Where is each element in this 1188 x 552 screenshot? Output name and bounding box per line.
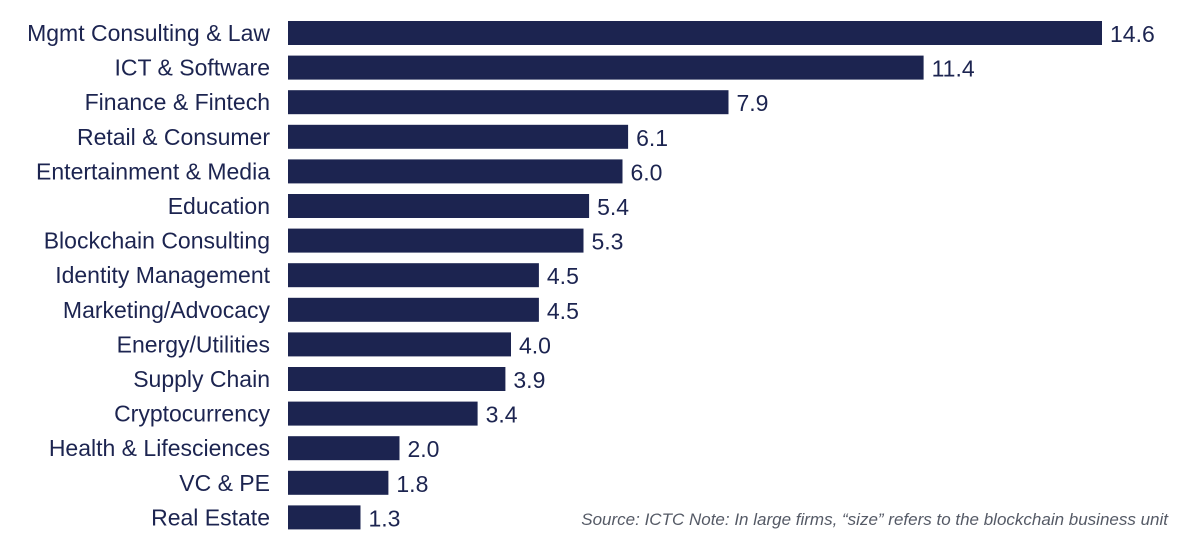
value-label: 5.3 xyxy=(592,229,624,255)
value-label: 2.0 xyxy=(408,436,440,462)
bar xyxy=(288,401,478,426)
bar xyxy=(288,55,924,80)
bar xyxy=(288,505,361,530)
bar xyxy=(288,159,623,184)
bar xyxy=(288,90,729,115)
category-label: Energy/Utilities xyxy=(117,331,270,357)
value-label: 14.6 xyxy=(1110,21,1155,47)
category-label: Supply Chain xyxy=(133,366,270,392)
category-label: Health & Lifesciences xyxy=(49,435,270,461)
source-note: Source: ICTC Note: In large firms, “size… xyxy=(581,510,1168,529)
category-label: VC & PE xyxy=(179,470,270,496)
category-label: Real Estate xyxy=(151,504,270,530)
value-label: 6.1 xyxy=(636,125,668,151)
value-label: 11.4 xyxy=(932,56,975,82)
bar xyxy=(288,332,511,357)
category-label: Finance & Fintech xyxy=(85,89,270,115)
bar xyxy=(288,470,389,495)
category-label: Mgmt Consulting & Law xyxy=(27,20,270,46)
category-label: Entertainment & Media xyxy=(36,158,270,184)
category-label: Education xyxy=(168,193,270,219)
value-label: 7.9 xyxy=(737,90,769,116)
category-label: Blockchain Consulting xyxy=(44,228,270,254)
bar xyxy=(288,263,539,288)
value-label: 3.9 xyxy=(513,367,545,393)
bar xyxy=(288,194,590,218)
bar xyxy=(288,297,539,322)
bar xyxy=(288,367,506,391)
value-label: 4.5 xyxy=(547,263,579,289)
value-label: 6.0 xyxy=(631,159,663,185)
value-label: 4.0 xyxy=(519,332,551,358)
category-label: Retail & Consumer xyxy=(77,124,270,150)
value-label: 1.3 xyxy=(369,505,401,531)
bar xyxy=(288,124,629,149)
bar xyxy=(288,21,1102,45)
bar xyxy=(288,436,400,461)
category-label: Cryptocurrency xyxy=(114,401,270,427)
value-label: 4.5 xyxy=(547,298,579,324)
value-label: 3.4 xyxy=(486,402,518,428)
bar xyxy=(288,228,584,253)
value-label: 5.4 xyxy=(597,194,629,220)
category-label: Identity Management xyxy=(55,262,270,288)
category-label: Marketing/Advocacy xyxy=(63,297,271,323)
value-label: 1.8 xyxy=(396,471,428,497)
category-label: ICT & Software xyxy=(114,55,270,81)
